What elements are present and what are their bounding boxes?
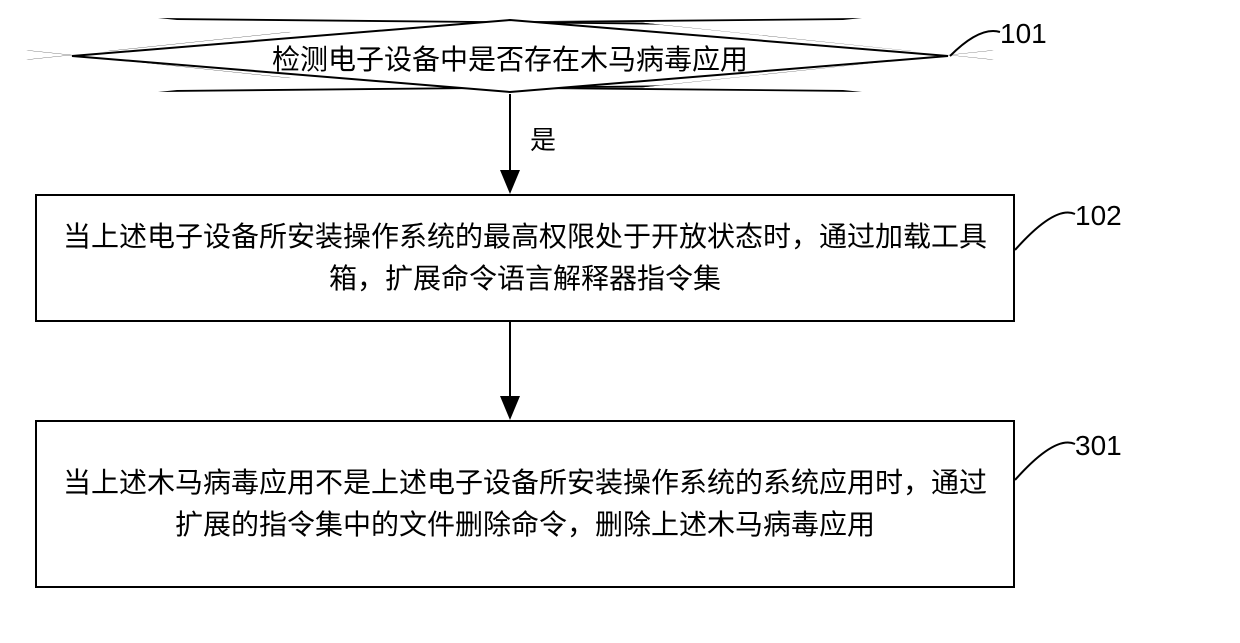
decision-text: 检测电子设备中是否存在木马病毒应用	[70, 38, 950, 78]
step-label-102: 102	[1075, 200, 1122, 232]
process-node-301: 当上述木马病毒应用不是上述电子设备所安装操作系统的系统应用时，通过扩展的指令集中…	[35, 420, 1015, 588]
process-301-text: 当上述木马病毒应用不是上述电子设备所安装操作系统的系统应用时，通过扩展的指令集中…	[57, 462, 993, 546]
process-node-102: 当上述电子设备所安装操作系统的最高权限处于开放状态时，通过加载工具箱，扩展命令语…	[35, 194, 1015, 322]
step-label-101: 101	[1000, 18, 1047, 50]
step-label-301: 301	[1075, 430, 1122, 462]
process-102-text: 当上述电子设备所安装操作系统的最高权限处于开放状态时，通过加载工具箱，扩展命令语…	[57, 216, 993, 300]
edge-label-yes: 是	[530, 120, 556, 157]
